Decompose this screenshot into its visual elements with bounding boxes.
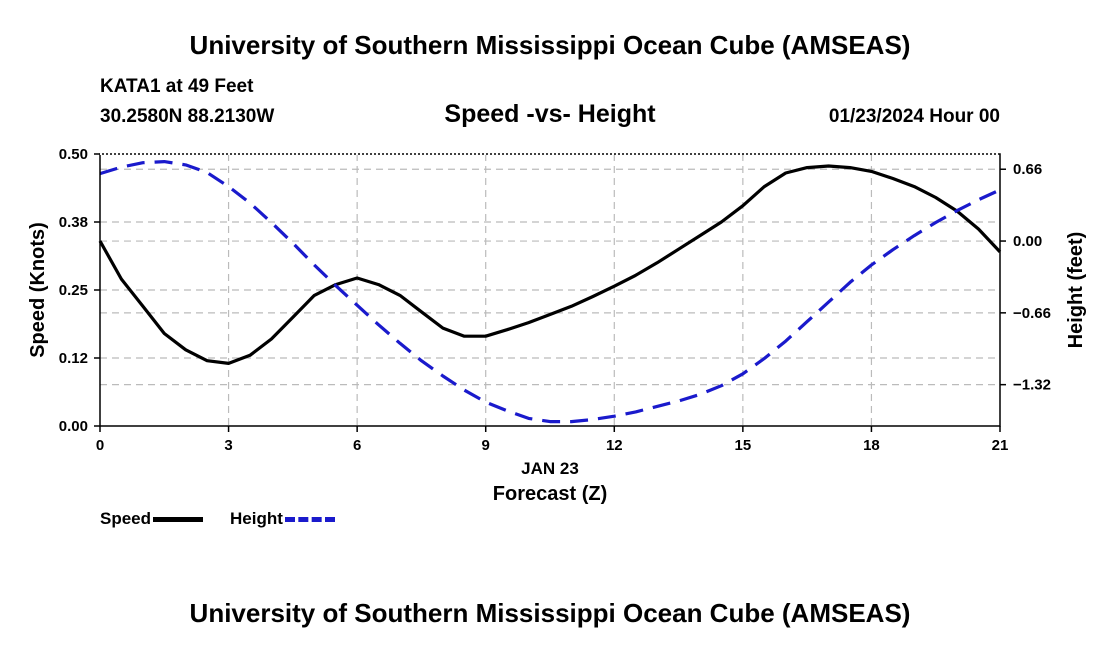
x-tick-label: 0 — [96, 437, 104, 454]
y-axis-right-label: Height (feet) — [1065, 232, 1087, 349]
page-title: University of Southern Mississippi Ocean… — [189, 30, 911, 60]
series-layer — [98, 160, 1002, 424]
y-axis-left-label: Speed (Knots) — [27, 222, 49, 358]
axis-ticks: 0 3 6 9 12 15 18 21 0.00 0.12 0.25 0.38 0.50 0.66 0.00… — [59, 146, 1051, 454]
grid-lines — [100, 154, 1000, 426]
x-axis-date-label: JAN 23 — [521, 459, 579, 478]
y-left-tick-label: 0.25 — [59, 282, 88, 299]
chart-title: Speed -vs- Height — [444, 100, 656, 128]
x-tick-label: 18 — [863, 437, 880, 454]
legend-speed-label: Speed — [100, 509, 152, 528]
series-line-speed — [98, 164, 1002, 365]
legend-height: Height — [230, 509, 335, 529]
y-right-tick-label: 0.66 — [1013, 161, 1042, 178]
x-tick-label: 3 — [224, 437, 232, 454]
station-coordinates: 30.2580N 88.2130W — [100, 106, 275, 127]
legend-height-swatch — [284, 516, 335, 522]
y-left-tick-label: 0.38 — [59, 214, 88, 231]
y-right-tick-label: −1.32 — [1013, 377, 1051, 394]
y-right-tick-label: −0.66 — [1013, 305, 1051, 322]
forecast-datetime: 01/23/2024 Hour 00 — [828, 106, 1000, 127]
y-right-tick-label: 0.00 — [1013, 233, 1042, 250]
x-tick-label: 6 — [353, 437, 361, 454]
legend-speed-swatch — [153, 516, 204, 522]
series-line-height — [99, 160, 1001, 424]
page-title-repeat: University of Southern Mississippi Ocean… — [189, 598, 911, 628]
legend-height-label: Height — [230, 509, 283, 528]
x-tick-label: 12 — [606, 437, 623, 454]
station-label: KATA1 at 49 Feet — [100, 76, 254, 97]
x-tick-label: 21 — [992, 437, 1009, 454]
y-left-tick-label: 0.50 — [59, 146, 88, 163]
y-left-tick-label: 0.00 — [59, 418, 88, 435]
x-tick-label: 15 — [735, 437, 752, 454]
x-axis-label: Forecast (Z) — [493, 483, 607, 505]
y-left-tick-label: 0.12 — [59, 350, 88, 367]
legend-speed: Speed — [100, 509, 204, 529]
x-tick-label: 9 — [482, 437, 490, 454]
